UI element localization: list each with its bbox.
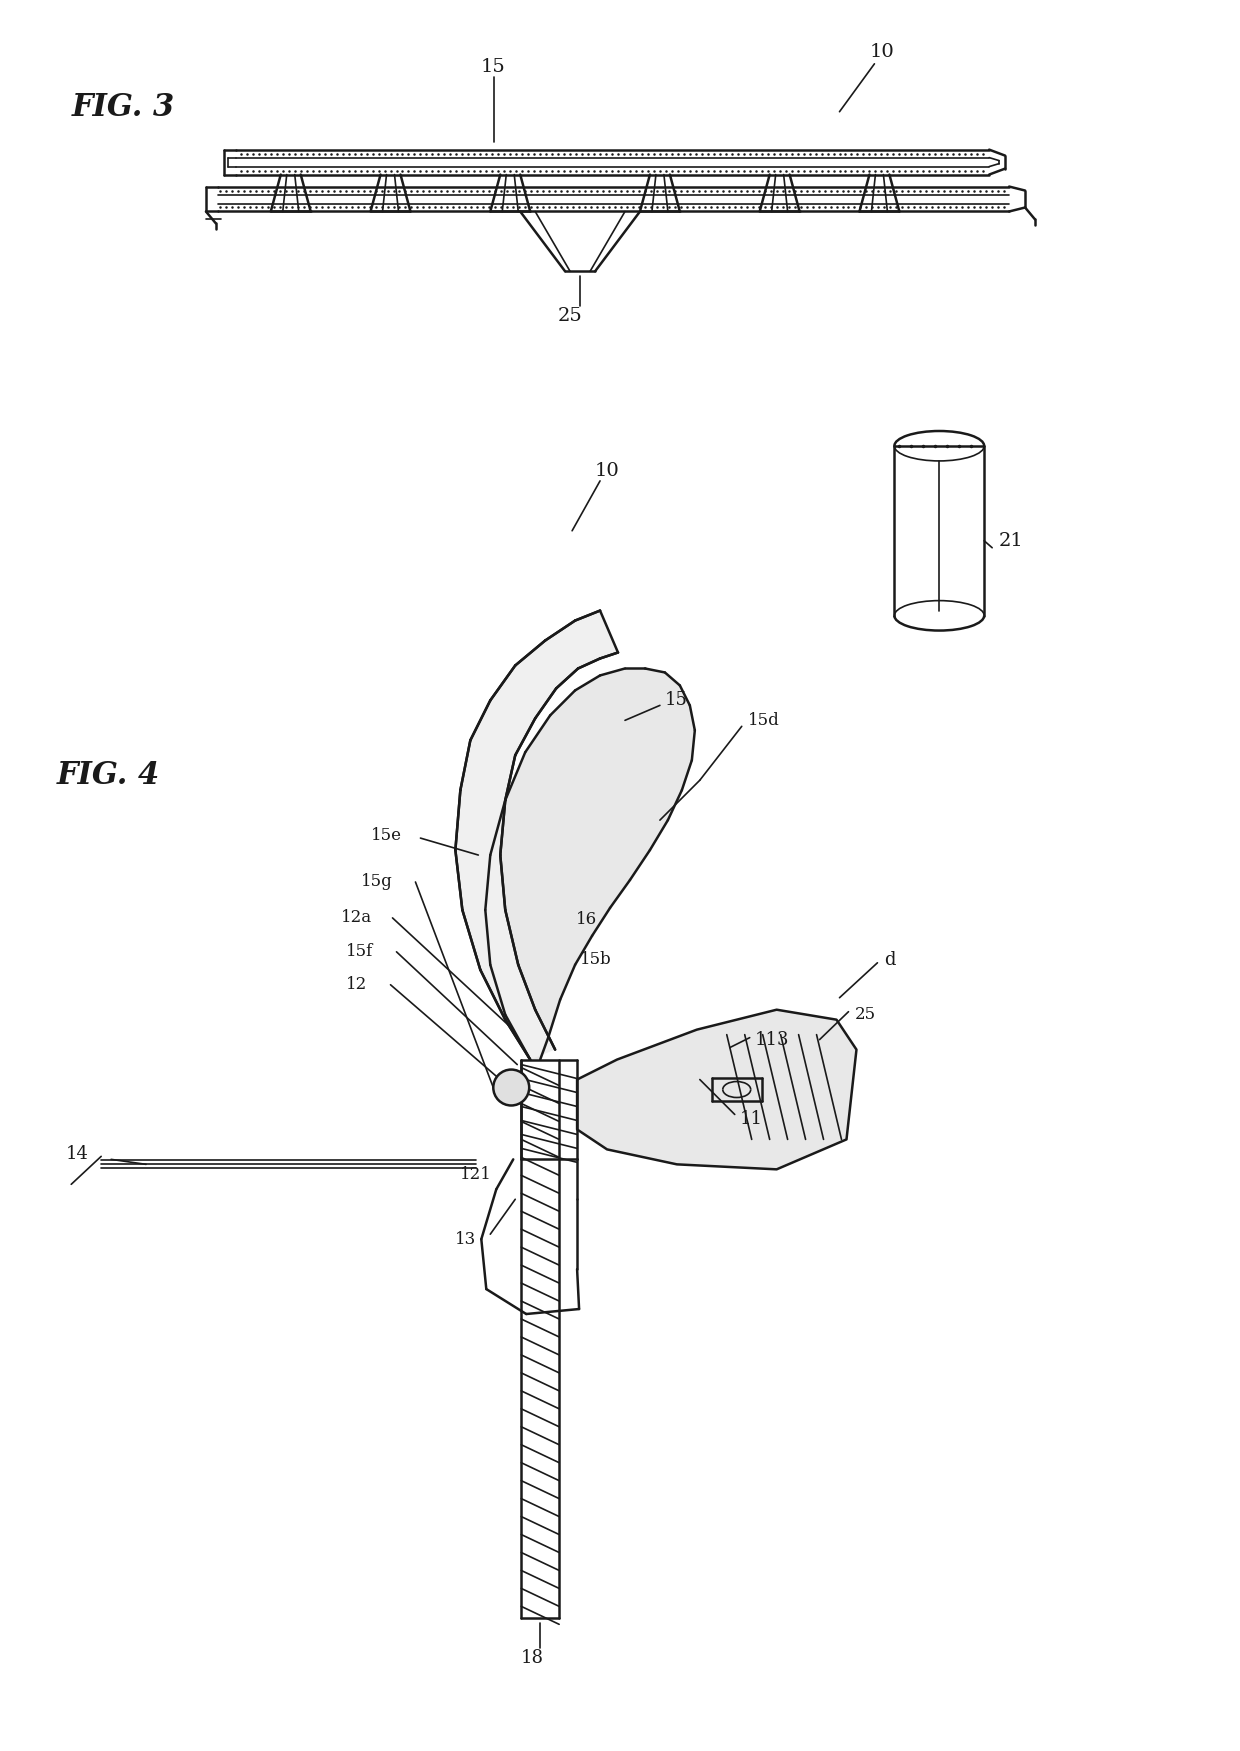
Text: 15: 15	[665, 692, 688, 709]
Text: 15: 15	[480, 58, 505, 75]
Text: 15g: 15g	[361, 874, 392, 891]
Text: 12: 12	[346, 977, 367, 993]
Text: 16: 16	[577, 912, 598, 928]
Text: 25: 25	[558, 306, 583, 326]
Text: FIG. 4: FIG. 4	[56, 760, 160, 791]
Text: 14: 14	[66, 1145, 89, 1163]
Text: d: d	[884, 951, 897, 968]
Polygon shape	[577, 1010, 857, 1170]
Text: 21: 21	[999, 532, 1024, 550]
Text: 18: 18	[521, 1649, 543, 1667]
Text: 10: 10	[869, 42, 894, 61]
Text: 13: 13	[455, 1231, 476, 1248]
Text: FIG. 3: FIG. 3	[71, 91, 175, 123]
Text: 15f: 15f	[346, 944, 373, 960]
Text: 12a: 12a	[341, 909, 372, 926]
Text: 15d: 15d	[748, 713, 780, 728]
Text: 113: 113	[755, 1031, 789, 1049]
Circle shape	[494, 1070, 529, 1105]
Polygon shape	[485, 669, 694, 1059]
Text: 15e: 15e	[371, 826, 402, 844]
Text: 121: 121	[460, 1166, 492, 1184]
Text: 15b: 15b	[580, 951, 611, 968]
Text: 25: 25	[854, 1007, 875, 1023]
Text: 10: 10	[595, 462, 620, 480]
Text: 11: 11	[740, 1110, 763, 1128]
Polygon shape	[455, 611, 618, 1059]
